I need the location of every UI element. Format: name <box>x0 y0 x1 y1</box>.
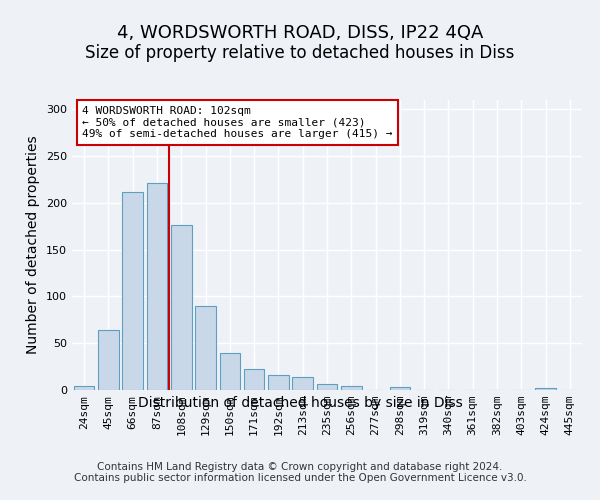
Text: 4, WORDSWORTH ROAD, DISS, IP22 4QA: 4, WORDSWORTH ROAD, DISS, IP22 4QA <box>117 24 483 42</box>
Bar <box>195 306 216 390</box>
Text: 4 WORDSWORTH ROAD: 102sqm
← 50% of detached houses are smaller (423)
49% of semi: 4 WORDSWORTH ROAD: 102sqm ← 50% of detac… <box>82 106 392 139</box>
Y-axis label: Number of detached properties: Number of detached properties <box>26 136 40 354</box>
Bar <box>74 386 94 390</box>
Bar <box>244 370 265 390</box>
Bar <box>389 387 410 390</box>
Bar <box>122 192 143 390</box>
Bar <box>292 377 313 390</box>
Bar <box>341 386 362 390</box>
Text: Contains HM Land Registry data © Crown copyright and database right 2024.
Contai: Contains HM Land Registry data © Crown c… <box>74 462 526 483</box>
Bar <box>268 375 289 390</box>
Bar <box>146 184 167 390</box>
Text: Size of property relative to detached houses in Diss: Size of property relative to detached ho… <box>85 44 515 62</box>
Bar <box>98 330 119 390</box>
Bar <box>535 388 556 390</box>
Text: Distribution of detached houses by size in Diss: Distribution of detached houses by size … <box>137 396 463 409</box>
Bar <box>220 352 240 390</box>
Bar <box>317 384 337 390</box>
Bar <box>171 226 191 390</box>
